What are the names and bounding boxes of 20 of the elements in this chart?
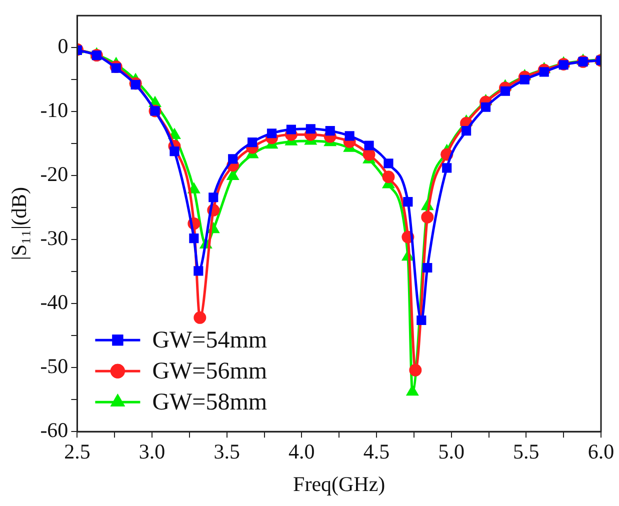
x-tick-label: 5.0 [438, 440, 464, 464]
x-tick-label: 3.0 [138, 440, 166, 464]
y-axis-title: |S₁₁|(dB) [7, 186, 32, 260]
y-tick-label: -30 [40, 226, 68, 250]
y-tick-label: -50 [40, 354, 68, 378]
x-tick-label: 5.5 [513, 440, 540, 464]
x-tick-label: 3.5 [214, 440, 240, 464]
legend-label: GW=56mm [152, 358, 268, 384]
x-tick-label: 2.5 [64, 440, 90, 464]
y-tick-label: -10 [40, 98, 68, 122]
y-tick-label: -20 [40, 162, 68, 186]
x-tick-label: 6.0 [588, 440, 614, 464]
x-tick-label: 4.0 [288, 440, 315, 464]
legend-label: GW=58mm [152, 389, 268, 416]
x-tick-label: 4.5 [363, 440, 390, 464]
y-tick-label: -40 [40, 290, 68, 314]
x-axis-title: Freq(GHz) [293, 472, 386, 496]
legend-label: GW=54mm [152, 327, 268, 354]
y-tick-label: 0 [58, 34, 68, 58]
y-tick-label: -60 [40, 418, 68, 442]
